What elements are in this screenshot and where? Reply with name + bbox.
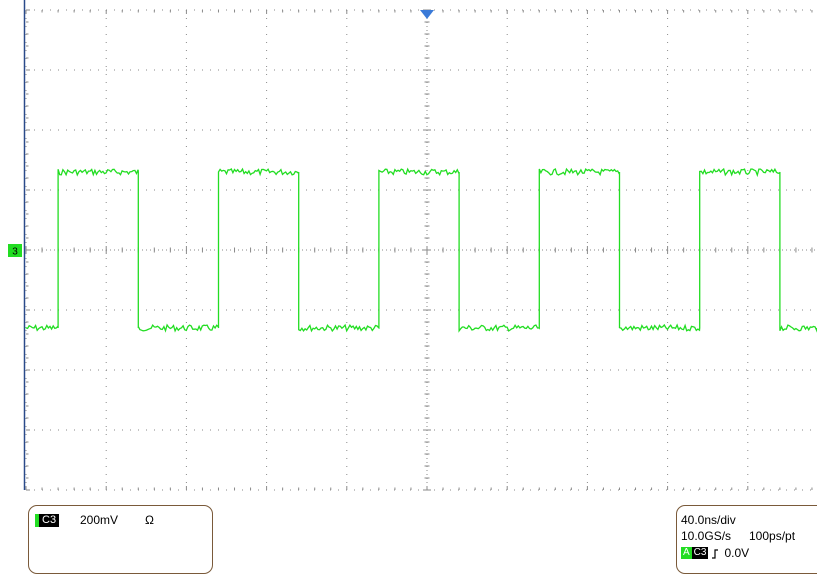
ground-marker-label: 3 xyxy=(12,247,18,258)
trigger-descriptor: A C3 0.0V xyxy=(681,546,749,560)
channel-descriptor-box[interactable]: C3 200mV Ω xyxy=(28,505,213,574)
channel-color-strip xyxy=(35,514,39,527)
timebase-descriptor-box[interactable]: 40.0ns/div 10.0GS/s 100ps/pt A C3 0.0V xyxy=(676,505,817,574)
time-per-division: 40.0ns/div xyxy=(681,513,736,527)
trace-path xyxy=(25,167,817,333)
channel-3-trace xyxy=(25,167,817,333)
graticule xyxy=(25,9,817,491)
channel-name: C3 xyxy=(39,514,60,527)
trigger-channel: C3 xyxy=(691,547,709,559)
vertical-scale: 200mV xyxy=(80,513,119,527)
ground-level-marker[interactable]: 3 xyxy=(8,244,22,258)
trigger-position-icon[interactable] xyxy=(420,10,434,19)
input-impedance: Ω xyxy=(145,513,154,527)
point-interval: 100ps/pt xyxy=(749,529,796,543)
sample-rate: 10.0GS/s xyxy=(681,529,732,543)
trigger-level: 0.0V xyxy=(724,546,750,560)
rising-edge-icon xyxy=(712,548,719,559)
trigger-source-badge: A xyxy=(681,547,692,559)
channel-tag: C3 xyxy=(35,514,60,527)
